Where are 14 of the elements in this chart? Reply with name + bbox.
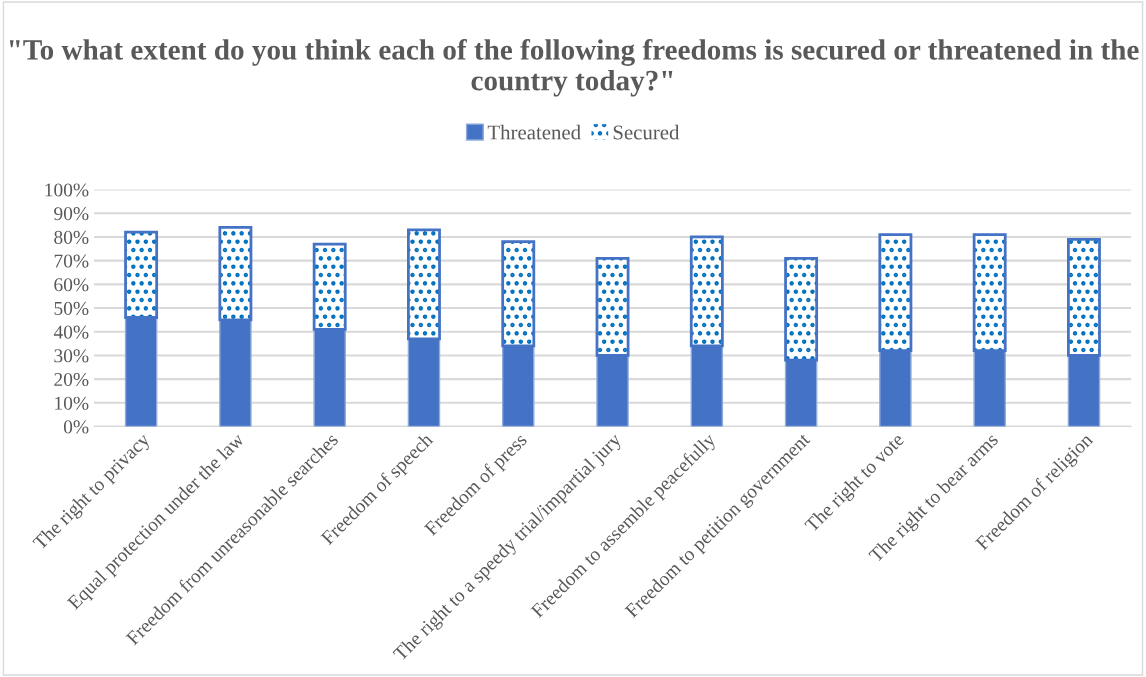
y-tick-label: 40% <box>53 325 89 339</box>
y-tick-label: 100% <box>45 183 89 197</box>
y-tick-label: 10% <box>55 396 89 410</box>
y-tick-label: 80% <box>54 230 89 244</box>
y-tick-label: 0% <box>63 420 89 434</box>
chart-title: "To what extent do you think each of the following freedoms is secured or threatened in the country today?" <box>9 38 1139 97</box>
y-tick-label: 60% <box>54 278 89 292</box>
y-tick-label: 70% <box>54 254 89 268</box>
y-tick-label: 30% <box>54 349 89 363</box>
legend-label: Secured <box>613 124 680 140</box>
y-tick-label: 20% <box>54 372 89 387</box>
legend-label: Threatened <box>487 124 581 140</box>
y-tick-label: 90% <box>54 207 89 221</box>
y-tick-label: 50% <box>54 301 89 316</box>
